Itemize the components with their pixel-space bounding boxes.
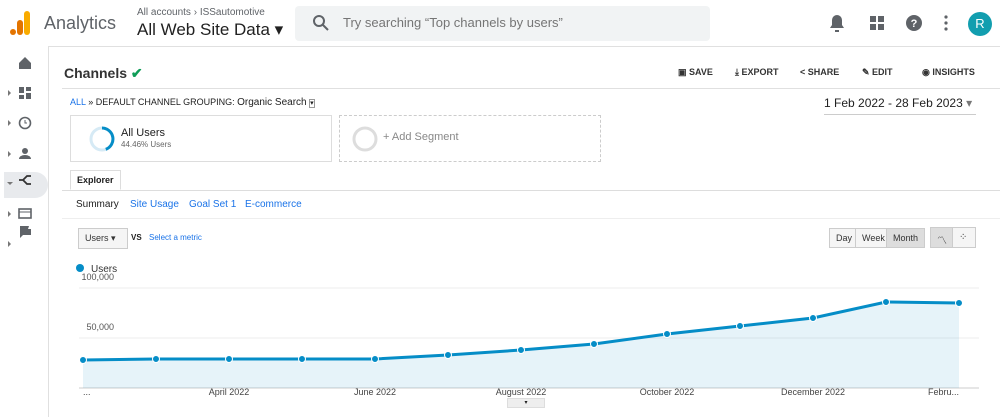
x-tick-label: June 2022: [354, 387, 396, 397]
crumb-dropdown[interactable]: ▾: [309, 99, 315, 108]
search-placeholder[interactable]: Try searching “Top channels by users”: [343, 15, 563, 30]
x-tick-label: August 2022: [496, 387, 547, 397]
header-icons: ?: [830, 15, 948, 32]
point: [663, 330, 671, 338]
date-range[interactable]: 1 Feb 2022 - 28 Feb 2023 ▾: [824, 96, 976, 115]
vs: VS: [131, 233, 142, 242]
top-bar: Analytics All accounts › ISSautomotive A…: [0, 0, 1000, 47]
point: [225, 355, 233, 363]
metric[interactable]: Users: [85, 233, 109, 243]
nav-icons: [7, 57, 32, 247]
select-metric[interactable]: Select a metric: [149, 233, 202, 242]
day-button[interactable]: Day: [829, 228, 860, 248]
crumb-group: DEFAULT CHANNEL GROUPING:: [95, 97, 235, 107]
account[interactable]: ISSautomotive: [199, 7, 265, 18]
legend-label: Users: [91, 264, 117, 275]
x-tick-label: Febru...: [928, 387, 959, 397]
crumb-sep: »: [88, 97, 94, 107]
insights-label[interactable]: INSIGHTS: [932, 67, 975, 77]
save-label[interactable]: SAVE: [689, 67, 713, 77]
scatter-view[interactable]: ⁘: [952, 227, 976, 248]
segment-ring: [89, 126, 115, 152]
crumb-value: Organic Search: [237, 97, 307, 108]
area: [83, 302, 959, 388]
chart: 50,000 100,000... April 2022 June 2022 Augus…: [76, 264, 979, 397]
save[interactable]: ▣ SAVE: [678, 67, 713, 77]
share-label[interactable]: SHARE: [807, 67, 840, 77]
explorer-tab[interactable]: Explorer: [70, 170, 121, 190]
legend-dot: [76, 264, 84, 272]
search-icon: [313, 15, 329, 31]
avatar[interactable]: R: [968, 12, 992, 36]
accounts-link[interactable]: All accounts › ISSautomotive: [137, 7, 265, 18]
point: [444, 351, 452, 359]
logo: [10, 11, 30, 35]
y-tick-label: 50,000: [86, 322, 114, 332]
y-tick-label: 100,000: [81, 272, 114, 282]
edit[interactable]: ✎ EDIT: [862, 67, 893, 77]
point: [371, 355, 379, 363]
subtab[interactable]: E-commerce: [245, 199, 302, 210]
point: [517, 346, 525, 354]
add-segment-label[interactable]: + Add Segment: [383, 131, 459, 143]
x-tick-label: April 2022: [209, 387, 250, 397]
point: [298, 355, 306, 363]
resize-handle[interactable]: ▾: [507, 398, 545, 408]
point: [955, 299, 963, 307]
date-range-text[interactable]: 1 Feb 2022 - 28 Feb 2023: [824, 96, 963, 110]
add-segment[interactable]: + Add Segment: [339, 115, 601, 162]
point: [79, 356, 87, 364]
point: [736, 322, 744, 330]
svg-text:?: ?: [911, 18, 918, 30]
verified-icon: ✔: [130, 65, 143, 81]
segment-name: All Users: [121, 127, 166, 139]
tab-line: [62, 190, 1000, 191]
search-box[interactable]: Try searching “Top channels by users”: [295, 6, 710, 41]
breadcrumb: ALL » DEFAULT CHANNEL GROUPING: Organic …: [70, 97, 315, 108]
x-tick-label: ...: [83, 387, 91, 397]
subtab[interactable]: Site Usage: [130, 199, 179, 210]
x-tick-label: December 2022: [781, 387, 845, 397]
subtab-summary[interactable]: Summary: [76, 199, 119, 210]
metric-picker[interactable]: Users ▾: [78, 228, 128, 249]
sidebar: [0, 46, 49, 417]
title: Channels: [64, 65, 128, 81]
app-name: Analytics: [44, 13, 117, 33]
month-button[interactable]: Month: [886, 228, 926, 248]
edit-label[interactable]: EDIT: [872, 67, 893, 77]
add-ring: [352, 126, 378, 152]
report-title: Channels ✔: [64, 65, 143, 82]
property[interactable]: All Web Site Data: [137, 20, 270, 39]
insights[interactable]: ◉ INSIGHTS: [922, 67, 975, 77]
export-label[interactable]: EXPORT: [741, 67, 779, 77]
export[interactable]: ⤓ EXPORT: [735, 67, 779, 77]
accounts[interactable]: All accounts: [137, 7, 191, 18]
x-tick-label: October 2022: [640, 387, 695, 397]
point: [590, 340, 598, 348]
divider: [62, 88, 1000, 89]
segment-card[interactable]: All Users 44.46% Users: [70, 115, 332, 162]
line-view[interactable]: 〽: [930, 227, 954, 248]
subtab-line: [62, 218, 1000, 219]
subtab[interactable]: Goal Set 1: [189, 199, 237, 210]
point: [882, 298, 890, 306]
crumb-all[interactable]: ALL: [70, 97, 86, 107]
point: [809, 314, 817, 322]
segment-share: 44.46% Users: [121, 140, 172, 149]
point: [152, 355, 160, 363]
property-picker[interactable]: All Web Site Data ▾: [137, 20, 284, 39]
share[interactable]: < SHARE: [800, 67, 840, 77]
